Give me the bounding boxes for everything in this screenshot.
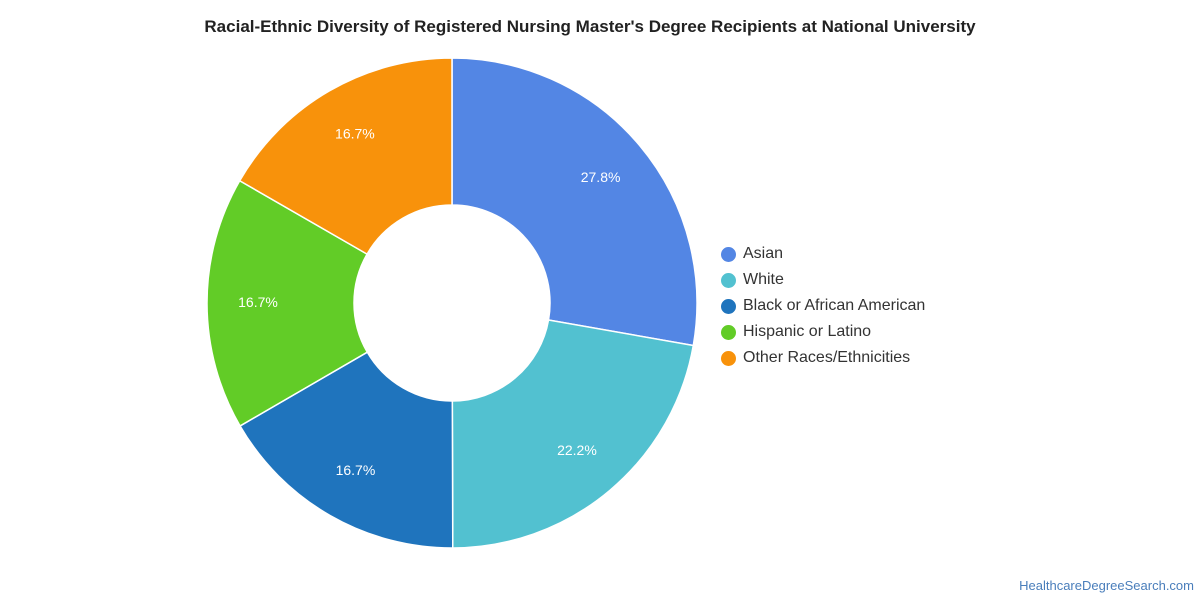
legend-label: Other Races/Ethnicities [743, 349, 911, 366]
legend-item-white: White [721, 267, 925, 293]
legend-item-hispanic-or-latino: Hispanic or Latino [721, 319, 925, 345]
legend-item-other-races-ethnicities: Other Races/Ethnicities [721, 345, 925, 371]
slice-black-or-african-american [239, 351, 454, 549]
slice-label-black-or-african-american: 16.7% [336, 462, 376, 478]
slice-white [451, 319, 695, 549]
legend-swatch-icon [721, 272, 736, 288]
legend-swatch-icon [721, 246, 736, 262]
legend-label: Black or African American [743, 297, 926, 314]
legend-swatch-icon [721, 350, 736, 366]
chart-legend: Asian White Black or African American Hispa… [721, 241, 925, 371]
slice-hispanic-or-latino [206, 179, 369, 427]
slice-asian [451, 57, 698, 347]
legend-label: Asian [743, 245, 784, 262]
slice-label-asian: 27.8% [581, 169, 621, 185]
slice-label-hispanic-or-latino: 16.7% [238, 294, 278, 310]
slice-label-other-races-ethnicities: 16.7% [335, 126, 375, 142]
slice-other-races-ethnicities [238, 57, 453, 256]
legend-label: Hispanic or Latino [743, 323, 872, 340]
legend-item-black-or-african-american: Black or African American [721, 293, 925, 319]
legend-swatch-icon [721, 298, 736, 314]
legend-label: White [743, 271, 784, 288]
chart-title: Racial-Ethnic Diversity of Registered Nu… [204, 17, 976, 36]
legend-swatch-icon [721, 324, 736, 340]
slice-label-white: 22.2% [557, 442, 597, 458]
legend-item-asian: Asian [721, 241, 925, 267]
source-credit: HealthcareDegreeSearch.com [1019, 578, 1194, 593]
